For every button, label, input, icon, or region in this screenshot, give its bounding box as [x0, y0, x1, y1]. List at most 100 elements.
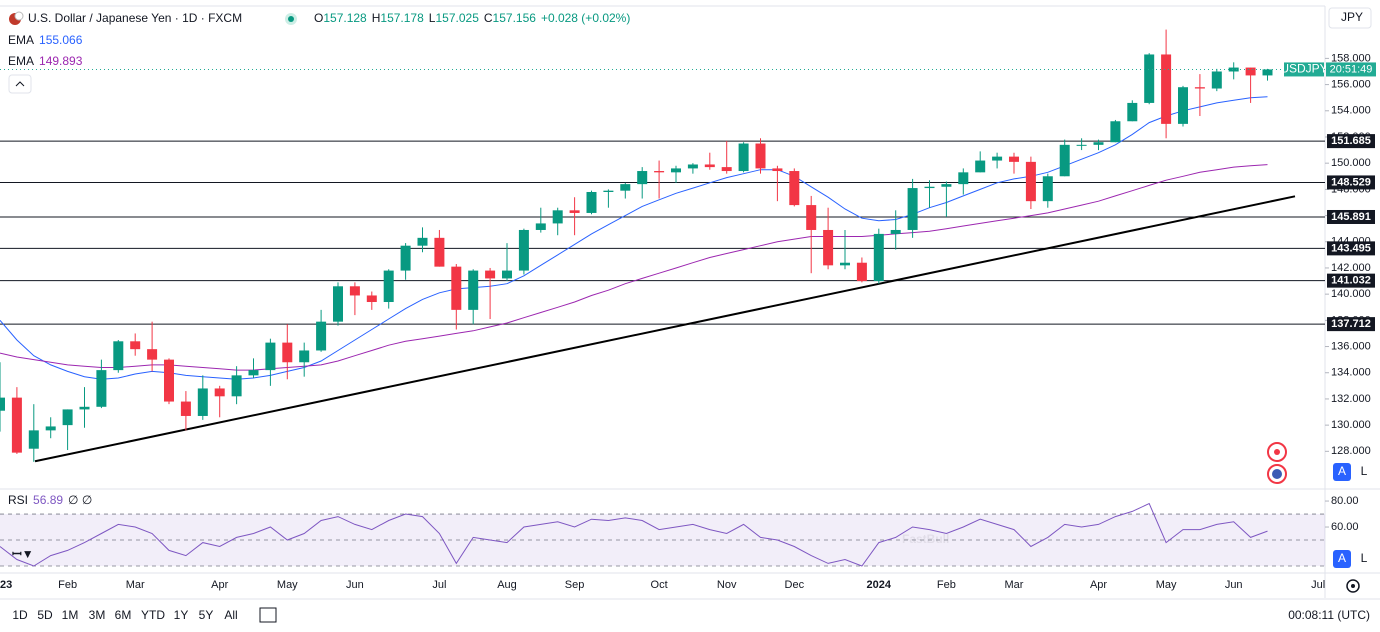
- x-tick-label: Jul: [432, 579, 446, 591]
- candle-body: [823, 229, 834, 266]
- candle-body: [721, 167, 732, 172]
- candle-body: [671, 168, 681, 173]
- candle-body: [552, 210, 563, 224]
- candle-body: [1127, 102, 1138, 122]
- x-tick-label: 2024: [867, 579, 892, 591]
- level-tag: [1327, 209, 1375, 224]
- watermark: FastBull: [902, 532, 949, 546]
- rsi-legend: RSI 56.89 ∅ ∅: [8, 493, 92, 507]
- y-tick-label: 130.000: [1331, 419, 1371, 431]
- candle-body: [1178, 87, 1188, 124]
- range-button[interactable]: 1M: [62, 608, 79, 622]
- x-tick-label: Sep: [565, 579, 585, 591]
- candle-body: [840, 262, 850, 266]
- candle-body: [941, 184, 952, 187]
- currency-box[interactable]: [1328, 7, 1372, 29]
- range-button[interactable]: All: [224, 608, 237, 622]
- candle-body: [231, 375, 242, 397]
- candle-body: [924, 186, 935, 189]
- ema-line: [0, 164, 1268, 371]
- status-dot: [288, 16, 294, 22]
- range-button[interactable]: YTD: [141, 608, 165, 622]
- candle-body: [11, 397, 22, 453]
- candle-body: [96, 370, 107, 407]
- candle-body: [1144, 54, 1155, 103]
- x-tick-label: Jun: [346, 579, 364, 591]
- candle-body: [1161, 54, 1172, 124]
- candle-body: [1228, 67, 1239, 72]
- collapse-button[interactable]: [8, 74, 32, 94]
- candle-body: [772, 168, 783, 172]
- candle-body: [603, 190, 614, 192]
- candle-body: [485, 270, 496, 279]
- log-label[interactable]: L: [1361, 464, 1368, 478]
- symbol-tag-label: USDJPY: [1280, 62, 1327, 76]
- clock: 00:08:11 (UTC): [1288, 608, 1370, 622]
- range-button[interactable]: 3M: [89, 608, 106, 622]
- quote-label: H: [372, 11, 381, 25]
- candle-body: [1093, 142, 1104, 145]
- y-tick-label: 60.00: [1331, 521, 1359, 533]
- level-label: 145.891: [1331, 211, 1371, 223]
- rsi-extra: ∅ ∅: [68, 493, 92, 507]
- settings-icon: [1351, 584, 1355, 588]
- quote-value: 157.156: [493, 11, 537, 25]
- candle-body: [434, 237, 445, 267]
- symbol-icon: [14, 11, 24, 21]
- quote-label: O: [314, 11, 323, 25]
- candle-body: [535, 223, 546, 230]
- x-tick-label: Dec: [785, 579, 805, 591]
- x-tick-label: Aug: [497, 579, 517, 591]
- y-tick-label: 134.000: [1331, 367, 1371, 379]
- ema-value: 155.066: [39, 33, 83, 47]
- rsi-value: 56.89: [33, 493, 63, 507]
- currency: JPY: [1341, 10, 1363, 24]
- event-icon: [1272, 469, 1282, 479]
- y-tick-label: 80.00: [1331, 495, 1359, 507]
- range-button[interactable]: 5Y: [199, 608, 214, 622]
- candle-body: [1245, 67, 1256, 76]
- level-tag: [1327, 175, 1375, 190]
- y-tick-label: 136.000: [1331, 340, 1371, 352]
- x-tick-label: 2023: [0, 579, 12, 591]
- y-tick-label: 156.000: [1331, 78, 1371, 90]
- candle-body: [349, 286, 360, 296]
- level-label: 137.712: [1331, 318, 1371, 330]
- candle-body: [637, 171, 648, 185]
- log-label[interactable]: L: [1361, 551, 1368, 565]
- range-button[interactable]: 1Y: [174, 608, 189, 622]
- rsi-band: [0, 514, 1325, 567]
- candle-body: [282, 342, 293, 363]
- candle-body: [180, 401, 191, 416]
- level-tag: [1327, 241, 1375, 256]
- candle-body: [755, 143, 766, 169]
- symbol-title: U.S. Dollar / Japanese Yen · 1D · FXCM: [28, 11, 242, 25]
- tv-logo: ꟷ▼: [12, 547, 34, 561]
- symbol-tag: [1284, 62, 1324, 77]
- settings-icon[interactable]: [1346, 579, 1360, 593]
- quote-value: 157.128: [323, 11, 367, 25]
- ema-legend: EMA 149.893: [8, 54, 83, 68]
- candle-body: [214, 388, 225, 397]
- quote-value: 157.178: [380, 11, 424, 25]
- range-button[interactable]: 5D: [37, 608, 53, 622]
- range-button[interactable]: 6M: [115, 608, 132, 622]
- candle-body: [333, 286, 343, 322]
- x-tick-label: Feb: [58, 579, 77, 591]
- ema-name: EMA: [8, 54, 34, 68]
- countdown-tag: [1326, 62, 1376, 77]
- candle-body: [975, 160, 986, 173]
- auto-button[interactable]: [1333, 463, 1351, 481]
- y-tick-label: 128.000: [1331, 445, 1371, 457]
- y-tick-label: 154.000: [1331, 105, 1371, 117]
- range-button[interactable]: 1D: [12, 608, 28, 622]
- auto-button[interactable]: [1333, 550, 1351, 568]
- candle-body: [620, 184, 631, 191]
- x-tick-label: May: [1156, 579, 1177, 591]
- calendar-icon[interactable]: [259, 607, 277, 623]
- level-label: 141.032: [1331, 275, 1371, 287]
- y-tick-label: 132.000: [1331, 393, 1371, 405]
